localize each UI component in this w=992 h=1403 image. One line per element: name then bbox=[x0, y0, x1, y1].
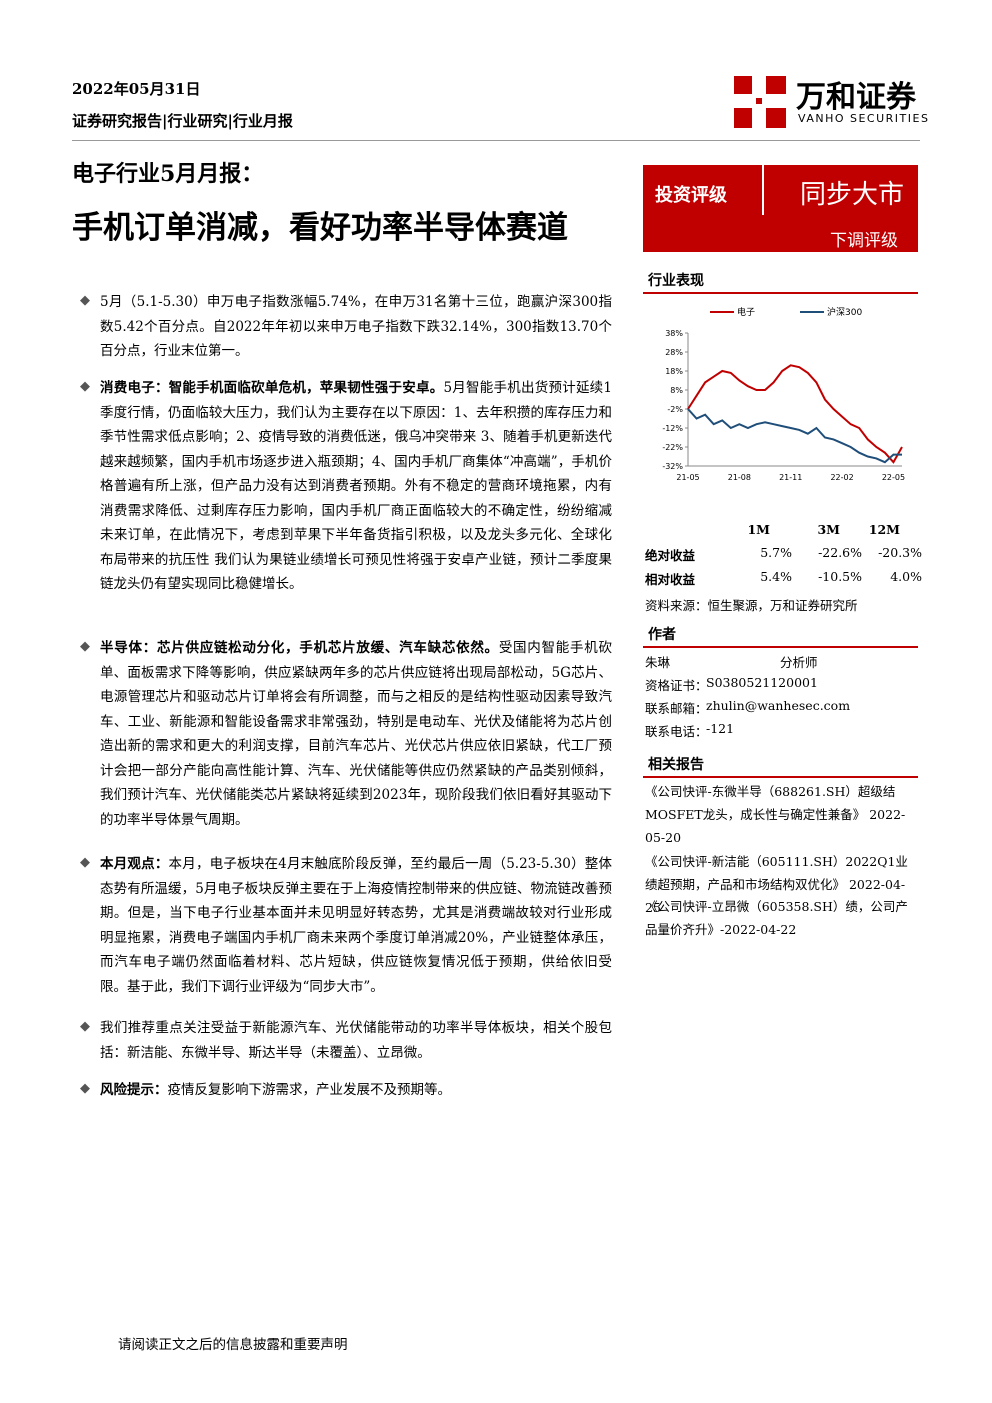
rating-divider bbox=[762, 165, 764, 215]
row-label: 相对收益 bbox=[645, 572, 696, 587]
paragraph-lead: 半导体：芯片供应链松动分化，手机芯片放缓、汽车缺芯依然。 bbox=[100, 640, 499, 656]
table-cell: -22.6% bbox=[818, 545, 862, 560]
x-tick-label: 21-05 bbox=[676, 473, 699, 482]
bullet: ◆ bbox=[80, 855, 90, 870]
x-tick-label: 21-08 bbox=[728, 473, 751, 482]
y-tick-label: 18% bbox=[665, 367, 683, 376]
main-title: 手机订单消减，看好功率半导体赛道 bbox=[72, 210, 568, 246]
section-rule bbox=[643, 776, 918, 778]
table-cell: 5.4% bbox=[760, 569, 792, 584]
table-cell: 5.7% bbox=[760, 545, 792, 560]
author-value: zhulin@wanhesec.com bbox=[706, 698, 851, 713]
x-tick-label: 21-11 bbox=[779, 473, 802, 482]
paragraph: 风险提示：疫情反复影响下游需求，产业发展不及预期等。 bbox=[100, 1078, 612, 1103]
y-tick-label: 28% bbox=[665, 348, 683, 357]
series-line bbox=[687, 408, 902, 464]
source: 资料来源：恒生聚源，万和证券研究所 bbox=[645, 598, 858, 613]
author-value: S0380521120001 bbox=[706, 675, 818, 690]
paragraph-text: 疫情反复影响下游需求，产业发展不及预期等。 bbox=[167, 1082, 452, 1098]
rating-value: 同步大市 bbox=[800, 180, 905, 210]
bullet: ◆ bbox=[80, 1019, 90, 1034]
author-key: 联系邮箱： bbox=[645, 701, 708, 716]
y-tick-label: -2% bbox=[667, 405, 683, 414]
section-title: 行业表现 bbox=[648, 273, 704, 289]
paragraph: 半导体：芯片供应链松动分化，手机芯片放缓、汽车缺芯依然。受国内智能手机砍单、面板… bbox=[100, 636, 612, 832]
y-tick-label: -22% bbox=[662, 443, 683, 452]
report: 《公司快评-东微半导（688261.SH）超级结MOSFET龙头，成长性与确定性… bbox=[645, 784, 906, 845]
legend-label: 电子 bbox=[737, 306, 755, 318]
report: 《公司快评-立昂微（605358.SH）绩，公司产品量价齐升》-2022-04-… bbox=[645, 899, 908, 937]
logo-mark bbox=[734, 76, 786, 128]
table-cell: -10.5% bbox=[818, 569, 862, 584]
y-tick-label: 38% bbox=[665, 329, 683, 338]
author-value: -121 bbox=[706, 721, 735, 736]
report: 《公司快评-新洁能（605111.SH）2022Q1业绩超预期，产品和市场结构双… bbox=[645, 854, 908, 915]
paragraph: 本月观点：本月，电子板块在4月末触底阶段反弹，至约最后一周（5.23-5.30）… bbox=[100, 852, 612, 999]
x-tick-label: 22-02 bbox=[830, 473, 853, 482]
y-tick-label: -12% bbox=[662, 424, 683, 433]
bullet: ◆ bbox=[80, 639, 90, 654]
section-rule bbox=[643, 292, 918, 294]
author-key: 联系电话： bbox=[645, 724, 708, 739]
paragraph: 消费电子：智能手机面临砍单危机，苹果韧性强于安卓。5月智能手机出货预计延续1季度… bbox=[100, 376, 612, 597]
section-title: 相关报告 bbox=[648, 757, 704, 773]
paragraph-text: 5月（5.1-5.30）申万电子指数涨幅5.74%，在申万31名第十三位，跑赢沪… bbox=[100, 294, 612, 359]
bullet: ◆ bbox=[80, 1081, 90, 1096]
paragraph-lead: 本月观点： bbox=[100, 856, 169, 872]
section-rule bbox=[643, 646, 918, 648]
author-key: 资格证书： bbox=[645, 678, 708, 693]
paragraph-lead: 风险提示： bbox=[100, 1082, 168, 1098]
breadcrumb: 证券研究报告|行业研究|行业月报 bbox=[72, 112, 293, 130]
paragraph: 5月（5.1-5.30）申万电子指数涨幅5.74%，在申万31名第十三位，跑赢沪… bbox=[100, 290, 612, 364]
header-rule bbox=[72, 140, 920, 141]
chart: 38% 28% 18% 8% -2% -12% -22% -32% 21-05 21-08 21-1… bbox=[662, 306, 905, 482]
date: 2022年05月31日 bbox=[72, 80, 201, 98]
rating-label: 投资评级 bbox=[655, 185, 727, 206]
paragraph-lead: 消费电子：智能手机面临砍单危机，苹果韧性强于安卓。 bbox=[100, 380, 444, 396]
series-line bbox=[687, 364, 903, 464]
legend-label: 沪深300 bbox=[827, 306, 862, 318]
paragraph: 我们推荐重点关注受益于新能源汽车、光伏储能带动的功率半导体板块，相关个股包括：新… bbox=[100, 1016, 612, 1065]
table-cell: -20.3% bbox=[878, 545, 922, 560]
bullet: ◆ bbox=[80, 293, 90, 308]
section-title: 作者 bbox=[648, 627, 676, 643]
rating-change: 下调评级 bbox=[830, 231, 898, 251]
y-tick-label: -32% bbox=[662, 462, 683, 471]
table-header: 3M bbox=[817, 522, 840, 537]
table-header: 12M bbox=[868, 522, 900, 537]
paragraph-text: 本月，电子板块在4月末触底阶段反弹，至约最后一周（5.23-5.30）整体态势有… bbox=[100, 856, 612, 995]
subtitle: 电子行业5月月报： bbox=[72, 161, 264, 187]
row-label: 绝对收益 bbox=[645, 548, 696, 563]
paragraph-text: 受国内智能手机砍单、面板需求下降等影响，供应紧缺两年多的芯片供应链将出现局部松动… bbox=[100, 640, 613, 828]
x-tick-label: 22-05 bbox=[882, 473, 905, 482]
paragraph-text: 5月智能手机出货预计延续1季度行情，仍面临较大压力，我们认为主要存在以下原因：1… bbox=[100, 380, 613, 592]
logo-name: 万和证券 bbox=[796, 80, 916, 115]
rating-box bbox=[643, 165, 918, 252]
table-header: 1M bbox=[747, 522, 770, 537]
paragraph-text: 我们推荐重点关注受益于新能源汽车、光伏储能带动的功率半导体板块，相关个股包括：新… bbox=[100, 1020, 612, 1061]
table-cell: 4.0% bbox=[890, 569, 922, 584]
logo-en: VANHO SECURITIES bbox=[798, 112, 930, 125]
y-tick-label: 8% bbox=[670, 386, 683, 395]
bullet: ◆ bbox=[80, 379, 90, 394]
author-key: 朱琳 bbox=[645, 655, 671, 670]
footer: 请阅读正文之后的信息披露和重要声明 bbox=[118, 1337, 348, 1353]
author-value: 分析师 bbox=[780, 655, 818, 670]
